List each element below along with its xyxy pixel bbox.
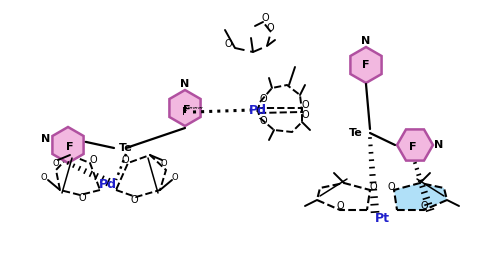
Text: N: N bbox=[42, 134, 50, 144]
Text: O: O bbox=[301, 110, 309, 120]
Text: Te: Te bbox=[349, 128, 363, 138]
Text: O: O bbox=[259, 94, 267, 104]
Text: O: O bbox=[261, 13, 269, 23]
Text: Te: Te bbox=[119, 143, 133, 153]
Text: F: F bbox=[66, 142, 74, 152]
Text: N: N bbox=[434, 140, 444, 150]
Text: F: F bbox=[183, 105, 191, 115]
Text: O: O bbox=[301, 100, 309, 110]
Polygon shape bbox=[52, 127, 84, 163]
Polygon shape bbox=[397, 129, 433, 161]
Text: O: O bbox=[369, 182, 377, 192]
Polygon shape bbox=[170, 90, 200, 126]
Text: N: N bbox=[362, 36, 370, 46]
Text: O: O bbox=[266, 23, 274, 33]
Text: O: O bbox=[40, 173, 48, 183]
Text: O: O bbox=[172, 173, 178, 183]
Text: O: O bbox=[259, 116, 267, 126]
Text: O: O bbox=[130, 195, 138, 205]
Text: O: O bbox=[336, 201, 344, 211]
Text: F‴‴‴: F‴‴‴ bbox=[182, 107, 203, 117]
Text: F: F bbox=[362, 60, 370, 70]
Polygon shape bbox=[350, 47, 382, 83]
Text: O: O bbox=[78, 193, 86, 203]
Text: Pd: Pd bbox=[99, 178, 117, 192]
Text: O: O bbox=[89, 155, 97, 165]
Text: O: O bbox=[121, 155, 129, 165]
Text: F: F bbox=[409, 142, 417, 152]
Text: O: O bbox=[52, 159, 60, 167]
Text: N: N bbox=[180, 79, 190, 89]
Text: O: O bbox=[224, 39, 232, 49]
Text: Pd: Pd bbox=[249, 103, 267, 117]
Text: O: O bbox=[160, 159, 168, 167]
Polygon shape bbox=[394, 183, 447, 210]
Text: O: O bbox=[387, 182, 395, 192]
Text: Pt: Pt bbox=[374, 211, 390, 225]
Text: O: O bbox=[420, 201, 428, 211]
